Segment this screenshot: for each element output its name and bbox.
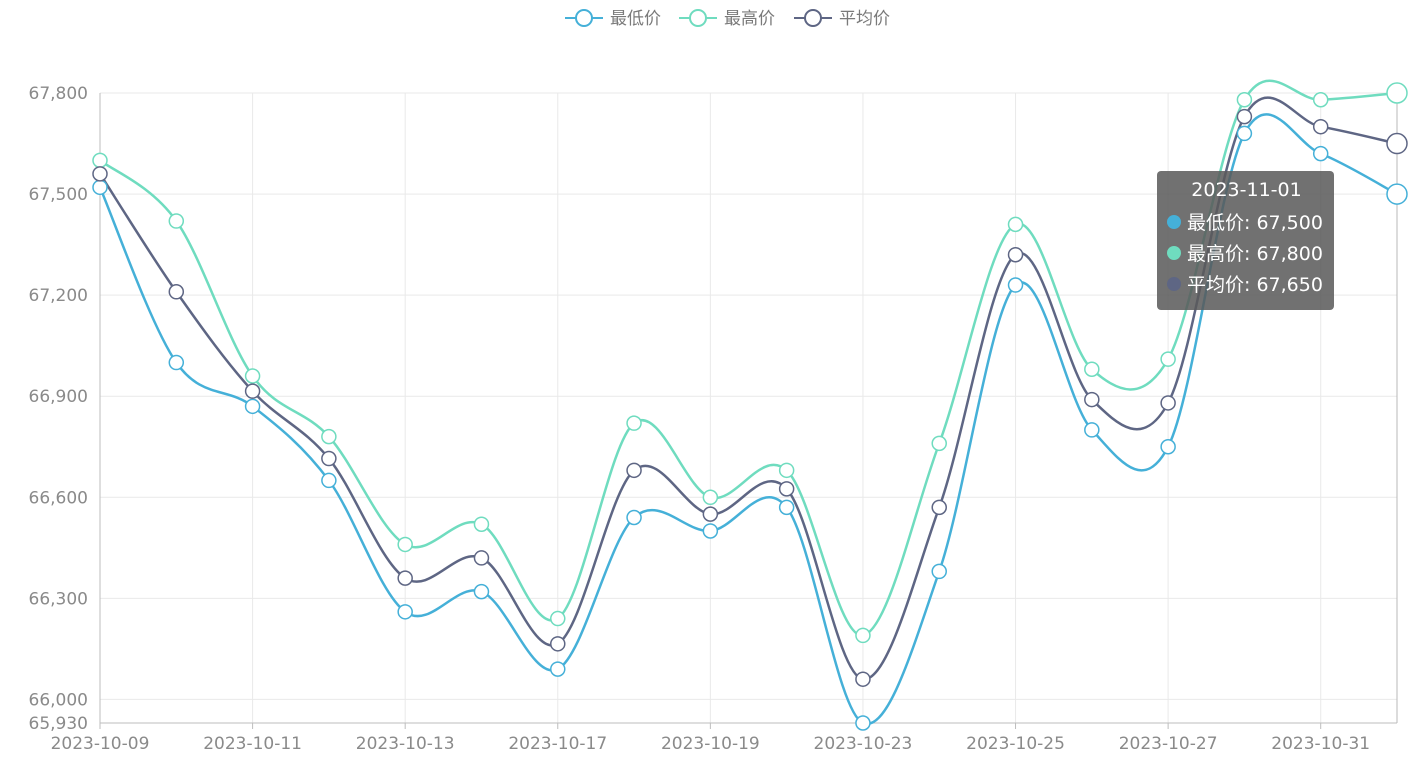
data-point-avg[interactable] — [550, 636, 566, 652]
data-point-avg[interactable] — [321, 450, 337, 467]
y-tick-label: 67,800 — [29, 84, 88, 104]
data-point-avg[interactable] — [473, 550, 490, 566]
data-point-high[interactable] — [1007, 216, 1024, 233]
data-point-high[interactable] — [550, 610, 566, 627]
data-point-low[interactable] — [92, 179, 108, 196]
data-point-avg[interactable] — [931, 499, 947, 516]
data-point-high[interactable] — [397, 536, 413, 553]
data-point-avg[interactable] — [778, 481, 795, 497]
data-point-high[interactable] — [1236, 91, 1253, 108]
legend-item-high[interactable]: 最高价 — [679, 9, 775, 29]
tooltip-row-avg: 平均价: 67,650 — [1167, 268, 1326, 299]
legend-label-low: 最低价 — [610, 9, 661, 29]
data-point-low[interactable] — [1236, 125, 1253, 142]
legend: 最低价 最高价 平均价 — [565, 9, 890, 29]
data-point-avg[interactable] — [855, 671, 871, 687]
data-point-low[interactable] — [473, 583, 490, 600]
data-point-low[interactable] — [626, 509, 642, 526]
data-point-low[interactable] — [321, 472, 337, 489]
tooltip-dot-high — [1167, 245, 1181, 260]
x-tick-label: 2023-10-25 — [966, 734, 1065, 754]
tooltip-label-high: 最高价: 67,800 — [1187, 243, 1323, 265]
data-point-low[interactable] — [1160, 438, 1176, 455]
y-min-label: 65,930 — [29, 714, 88, 734]
legend-label-high: 最高价 — [724, 9, 775, 29]
data-point-high[interactable] — [1312, 91, 1329, 108]
y-tick-label: 67,200 — [29, 286, 88, 306]
tooltip-row-high: 最高价: 67,800 — [1167, 237, 1326, 268]
data-point-avg[interactable] — [168, 284, 185, 300]
data-point-high[interactable] — [1386, 82, 1408, 104]
data-point-low[interactable] — [168, 354, 185, 371]
data-point-avg[interactable] — [92, 166, 108, 182]
data-point-avg[interactable] — [702, 506, 719, 522]
data-point-avg[interactable] — [1386, 132, 1408, 155]
y-tick-label: 66,000 — [29, 690, 88, 710]
data-point-high[interactable] — [855, 627, 871, 644]
y-tick-label: 66,900 — [29, 387, 88, 407]
tooltip-title: 2023-11-01 — [1191, 179, 1302, 201]
x-tick-label: 2023-10-09 — [51, 734, 150, 754]
data-point-low[interactable] — [1084, 422, 1100, 438]
data-point-high[interactable] — [473, 516, 490, 532]
data-point-avg[interactable] — [244, 383, 261, 399]
data-point-low[interactable] — [1386, 183, 1408, 205]
data-point-high[interactable] — [92, 152, 108, 169]
x-tick-label: 2023-10-23 — [814, 734, 913, 754]
x-tick-label: 2023-10-19 — [661, 734, 760, 754]
data-point-avg[interactable] — [1236, 108, 1253, 125]
series-line-high — [99, 79, 1398, 637]
data-point-avg[interactable] — [1007, 246, 1024, 263]
data-point-high[interactable] — [1160, 351, 1176, 367]
tooltip-label-low: 最低价: 67,500 — [1187, 212, 1323, 234]
data-point-low[interactable] — [931, 563, 947, 580]
data-point-low[interactable] — [397, 604, 413, 620]
data-point-high[interactable] — [1084, 361, 1100, 378]
data-point-avg[interactable] — [1312, 118, 1329, 135]
x-tick-label: 2023-10-31 — [1271, 734, 1370, 754]
legend-label-avg: 平均价 — [839, 9, 890, 29]
y-tick-label: 67,500 — [29, 185, 88, 205]
axes: 66,000 66,300 66,600 66,900 67,200 67,500 67,8… — [29, 84, 1398, 754]
x-tick-label: 2023-10-13 — [356, 734, 455, 754]
data-point-high[interactable] — [931, 435, 947, 452]
data-point-avg[interactable] — [1160, 395, 1176, 411]
data-point-low[interactable] — [1312, 145, 1329, 162]
x-tick-label: 2023-10-27 — [1119, 734, 1218, 754]
tooltip-dot-avg — [1167, 276, 1181, 291]
data-point-high[interactable] — [702, 489, 719, 506]
data-point-high[interactable] — [626, 415, 642, 431]
legend-item-low[interactable]: 最低价 — [565, 9, 661, 29]
y-tick-label: 66,600 — [29, 488, 88, 508]
data-point-avg[interactable] — [626, 462, 642, 479]
data-point-low[interactable] — [550, 661, 566, 677]
tooltip-dot-low — [1167, 214, 1181, 229]
y-tick-label: 66,300 — [29, 589, 88, 609]
data-point-low[interactable] — [244, 398, 261, 415]
data-point-avg[interactable] — [1084, 391, 1100, 408]
data-point-low[interactable] — [702, 523, 719, 539]
x-tick-label: 2023-10-11 — [203, 734, 302, 754]
tooltip-label-avg: 平均价: 67,650 — [1187, 274, 1323, 296]
tooltip-row-low: 最低价: 67,500 — [1167, 206, 1326, 237]
data-point-low[interactable] — [855, 715, 871, 731]
data-point-low[interactable] — [778, 499, 795, 516]
data-points — [92, 82, 1408, 731]
x-tick-label: 2023-10-17 — [508, 734, 607, 754]
data-point-low[interactable] — [1007, 277, 1024, 293]
data-point-high[interactable] — [321, 428, 337, 445]
data-point-high[interactable] — [168, 213, 185, 229]
data-point-avg[interactable] — [397, 570, 413, 586]
data-point-high[interactable] — [244, 368, 261, 384]
tooltip: 2023-11-01 最低价: 67,500 最高价: 67,800 平均价: … — [1157, 171, 1334, 310]
legend-item-avg[interactable]: 平均价 — [794, 9, 890, 29]
data-point-high[interactable] — [778, 462, 795, 479]
